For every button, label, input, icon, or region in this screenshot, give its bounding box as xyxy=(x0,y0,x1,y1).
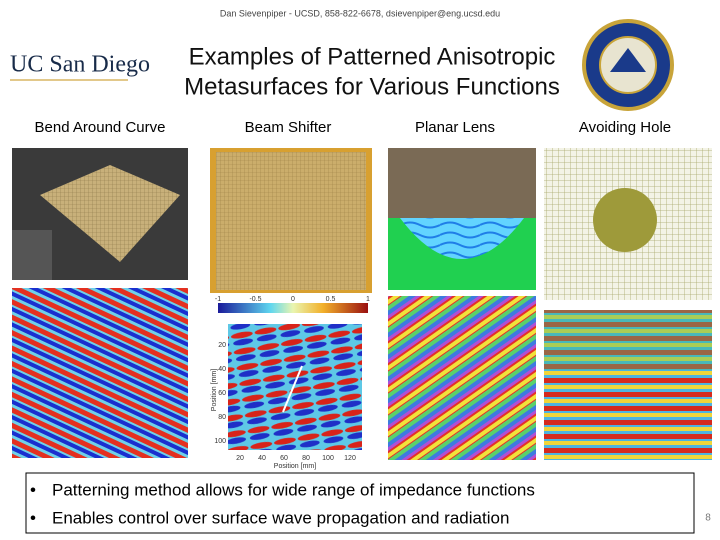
x-tick-label: 80 xyxy=(302,455,310,462)
bullet-box xyxy=(25,472,695,534)
field-image xyxy=(12,288,188,458)
colorbar-tick: -0.5 xyxy=(249,296,261,303)
hole xyxy=(593,188,657,252)
field-image xyxy=(544,310,712,460)
field-image xyxy=(400,218,524,259)
photo xyxy=(388,148,536,218)
photo xyxy=(12,148,188,280)
header-credit: Dan Sievenpiper - UCSD, 858-822-6678, ds… xyxy=(220,8,500,18)
title-line: Metasurfaces for Various Functions xyxy=(184,73,560,100)
x-tick-label: 100 xyxy=(322,455,334,462)
column-label: Planar Lens xyxy=(415,119,495,136)
y-tick-label: 80 xyxy=(218,414,226,421)
x-tick-label: 120 xyxy=(344,455,356,462)
column-label: Beam Shifter xyxy=(245,119,332,136)
field-image xyxy=(388,296,536,460)
colorbar-tick: 0 xyxy=(291,296,295,303)
field-image xyxy=(544,310,712,370)
photo xyxy=(216,152,366,290)
colorbar-tick: 0.5 xyxy=(326,296,336,303)
y-tick-label: 60 xyxy=(218,390,226,397)
logo: UC San Diego xyxy=(10,52,150,78)
bullet-text: Enables control over surface wave propag… xyxy=(52,508,509,527)
x-axis-label: Position [mm] xyxy=(274,463,316,470)
title-line: Examples of Patterned Anisotropic xyxy=(189,43,556,70)
y-tick-label: 20 xyxy=(218,342,226,349)
plot xyxy=(210,296,372,470)
x-tick-label: 20 xyxy=(236,455,244,462)
colorbar-tick: -1 xyxy=(215,296,221,303)
page-number: 8 xyxy=(705,513,711,524)
seal xyxy=(582,19,674,111)
column-label: Avoiding Hole xyxy=(579,119,671,136)
bullet-text: Patterning method allows for wide range … xyxy=(52,480,535,499)
y-axis-label: Position [mm] xyxy=(211,369,218,411)
y-tick-label: 40 xyxy=(218,366,226,373)
column-label: Bend Around Curve xyxy=(35,119,166,136)
x-tick-label: 40 xyxy=(258,455,266,462)
bullet-marker: • xyxy=(30,508,36,527)
bullet-marker: • xyxy=(30,480,36,499)
x-tick-label: 60 xyxy=(280,455,288,462)
y-tick-label: 100 xyxy=(214,438,226,445)
colorbar-tick: 1 xyxy=(366,296,370,303)
